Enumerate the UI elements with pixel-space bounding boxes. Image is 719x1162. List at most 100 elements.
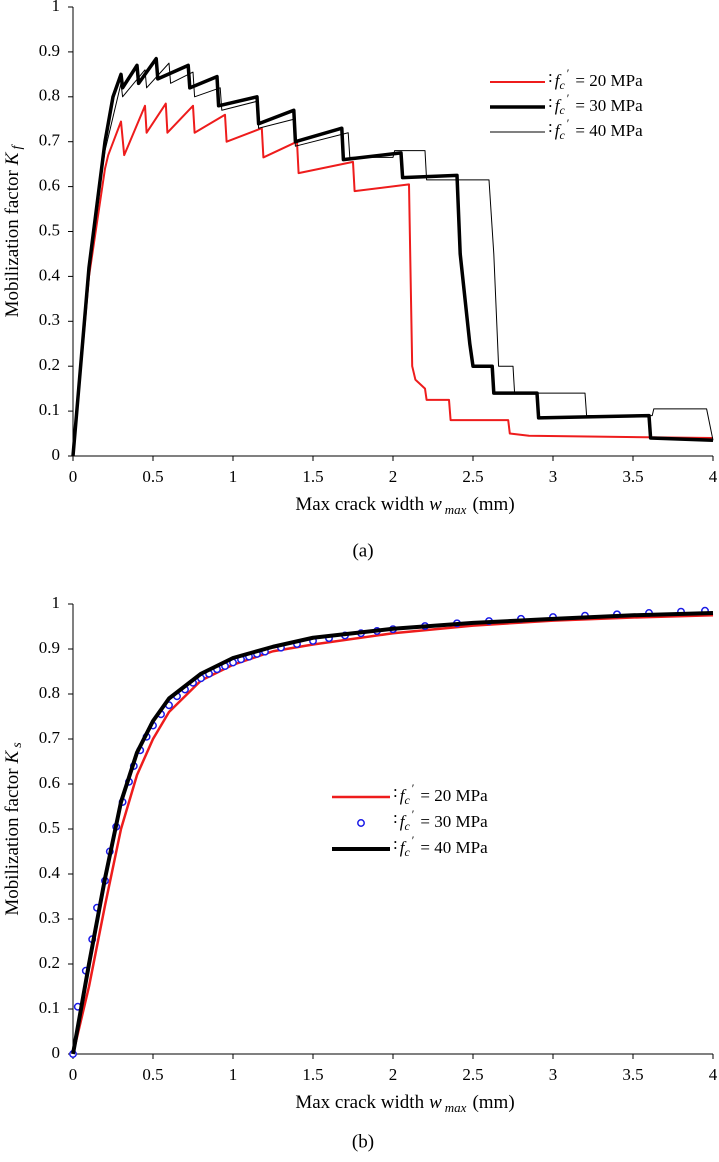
y-axis-label: Mobilization factor Kf — [2, 143, 25, 317]
legend-var: f — [555, 96, 562, 115]
legend-sup: ′ — [412, 781, 415, 795]
x-tick-label: 2.5 — [462, 1065, 483, 1084]
legend-lead: : — [393, 834, 398, 853]
x-tick-label: 0 — [69, 467, 78, 486]
legend-label: : fc′ = 20 MPa — [548, 66, 643, 92]
y-tick-label: 0.4 — [39, 265, 61, 284]
legend-name: = 20 MPa — [420, 786, 488, 805]
legend-sub: c — [404, 845, 410, 859]
x-tick-label: 0 — [69, 1065, 78, 1084]
x-label-text: Max crack width — [295, 494, 424, 515]
y-tick-label: 0.9 — [39, 41, 60, 60]
legend-label: : fc′ = 30 MPa — [548, 91, 643, 117]
y-label-text: Mobilization factor — [2, 768, 23, 916]
legend-marker — [357, 819, 365, 827]
legend-label: : fc′ = 40 MPa — [548, 116, 643, 142]
y-tick-label: 0.1 — [39, 998, 60, 1017]
legend-label: : fc′ = 40 MPa — [393, 833, 488, 859]
legend-sup: ′ — [567, 116, 570, 130]
x-label-unit: (mm) — [472, 494, 514, 515]
x-tick-label: 3.5 — [622, 1065, 643, 1084]
legend-name: = 40 MPa — [420, 838, 488, 857]
x-tick-label: 3 — [549, 467, 558, 486]
y-tick-label: 0.7 — [39, 728, 61, 747]
y-tick-label: 0.7 — [39, 131, 61, 150]
series-line — [72, 102, 714, 457]
legend-name: = 30 MPa — [420, 812, 488, 831]
y-tick-label: 0.5 — [39, 818, 60, 837]
caption: (a) — [352, 540, 373, 561]
x-tick-label: 2.5 — [462, 467, 483, 486]
legend-sub: c — [404, 819, 410, 833]
x-tick-label: 0.5 — [142, 467, 163, 486]
x-label-sub: max — [445, 502, 467, 517]
y-tick-label: 0.2 — [39, 355, 60, 374]
y-axis-label: Mobilization factor Ks — [2, 742, 25, 916]
legend-var: f — [400, 838, 407, 857]
y-tick-label: 1 — [52, 0, 61, 15]
series-line — [71, 56, 714, 457]
x-label-sub: max — [445, 1100, 467, 1115]
legend-label: : fc′ = 20 MPa — [393, 781, 488, 807]
caption: (b) — [352, 1131, 374, 1152]
y-tick-label: 0.6 — [39, 176, 60, 195]
x-tick-label: 1 — [229, 1065, 238, 1084]
y-label-sub: f — [10, 143, 25, 149]
legend-lead: : — [393, 808, 398, 827]
legend-lead: : — [548, 92, 553, 111]
y-tick-label: 0.9 — [39, 638, 60, 657]
y-label-text: Mobilization factor — [2, 170, 23, 318]
legend-lead: : — [548, 67, 553, 86]
chart-panel: 0 0.1 0.2 0.3 0.4 0.5 0.6 0.7 0.8 0.9 1 0 0.5 1 1.5 2 2.… — [2, 593, 717, 1152]
legend-var: f — [400, 786, 407, 805]
legend-name: = 20 MPa — [575, 71, 643, 90]
x-label-unit: (mm) — [472, 1092, 514, 1113]
y-tick-label: 0.4 — [39, 863, 61, 882]
y-label-var: K — [2, 151, 23, 166]
x-tick-label: 1.5 — [302, 1065, 323, 1084]
x-tick-label: 4 — [709, 467, 718, 486]
legend-sub: c — [559, 128, 565, 142]
legend-var: f — [555, 121, 562, 140]
x-tick-label: 0.5 — [142, 1065, 163, 1084]
x-axis-label: Max crack width w max (mm) — [295, 494, 514, 517]
legend-name: = 40 MPa — [575, 121, 643, 140]
legend-sup: ′ — [567, 91, 570, 105]
x-label-text: Max crack width — [295, 1092, 424, 1113]
y-tick-label: 0 — [52, 445, 61, 464]
x-tick-label: 2 — [389, 1065, 398, 1084]
legend-sub: c — [559, 78, 565, 92]
legend-sub: c — [404, 793, 410, 807]
y-tick-label: 0.5 — [39, 220, 60, 239]
x-axis-label: Max crack width w max (mm) — [295, 1092, 514, 1115]
legend-name: = 30 MPa — [575, 96, 643, 115]
y-label-var: K — [2, 749, 23, 764]
legend-lead: : — [393, 782, 398, 801]
y-tick-label: 0.6 — [39, 773, 60, 792]
series-line — [72, 62, 714, 457]
x-label-var: w — [429, 1092, 442, 1113]
x-label-var: w — [429, 494, 442, 515]
y-tick-label: 0.2 — [39, 953, 60, 972]
legend-var: f — [400, 812, 407, 831]
series-line — [71, 611, 714, 1055]
legend-label: : fc′ = 30 MPa — [393, 807, 488, 833]
y-tick-label: 1 — [52, 593, 61, 612]
x-tick-label: 3.5 — [622, 467, 643, 486]
legend-sup: ′ — [567, 66, 570, 80]
legend-sup: ′ — [412, 833, 415, 847]
x-tick-label: 1.5 — [302, 467, 323, 486]
y-tick-label: 0 — [52, 1043, 61, 1062]
legend-sub: c — [559, 103, 565, 117]
y-tick-label: 0.3 — [39, 908, 60, 927]
y-tick-label: 0.1 — [39, 400, 60, 419]
x-tick-label: 1 — [229, 467, 238, 486]
y-tick-label: 0.3 — [39, 310, 60, 329]
y-label-sub: s — [10, 742, 25, 748]
y-tick-label: 0.8 — [39, 683, 60, 702]
legend-lead: : — [548, 117, 553, 136]
legend-var: f — [555, 71, 562, 90]
y-tick-label: 0.8 — [39, 86, 60, 105]
x-tick-label: 2 — [389, 467, 398, 486]
